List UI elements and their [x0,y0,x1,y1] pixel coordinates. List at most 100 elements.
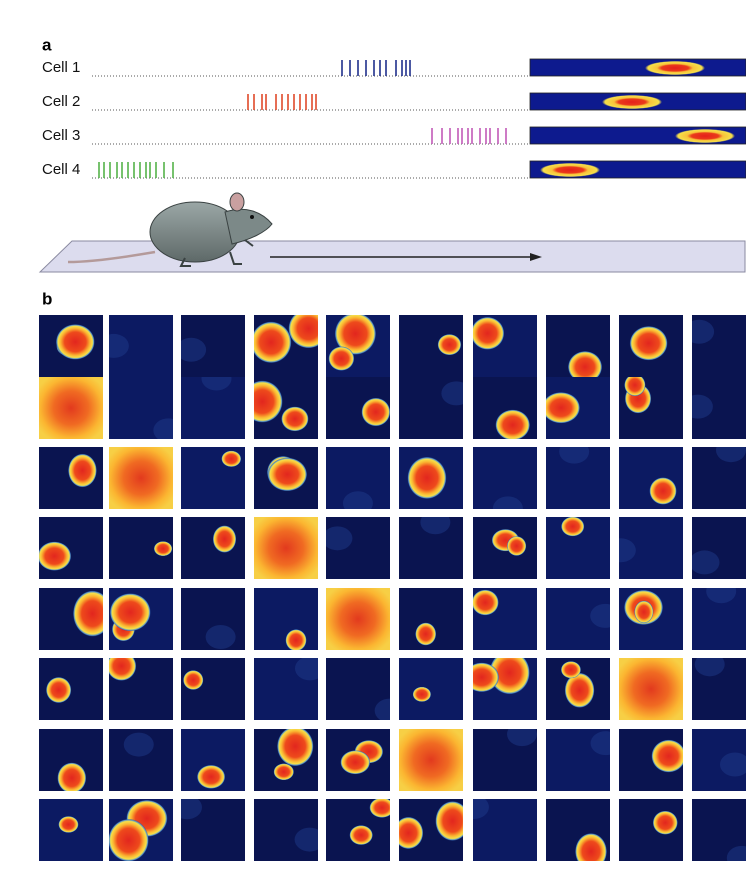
background-patch [692,319,715,344]
background-patch [715,447,746,463]
place-field [489,658,530,695]
rate-map [326,799,390,861]
map-content [437,334,462,356]
map-content [349,799,390,846]
background-patch [507,729,537,747]
place-field [651,739,683,773]
map-content [473,316,505,350]
map-content [412,686,432,702]
map-content [623,589,664,626]
place-field [415,622,437,646]
background-patch [109,333,129,358]
map-content [719,752,746,777]
rate-map [399,447,463,509]
rate-map [254,799,318,861]
rate-map [326,315,390,377]
place-field [68,453,97,488]
map-content [441,381,463,406]
map-content [39,541,72,571]
map-content [109,799,168,861]
cell-label: Cell 3 [42,127,80,144]
rate-map [181,517,245,579]
rate-map [399,799,463,861]
map-content [123,732,154,757]
rate-map [109,315,173,377]
map-content [399,800,463,850]
track-field [645,61,705,75]
place-field [561,517,585,537]
map-content [374,698,390,720]
map-content [254,517,318,579]
map-content [183,670,204,690]
rate-map [181,658,245,720]
map-content [109,333,129,358]
map-content [212,525,237,553]
rate-map [692,588,746,650]
place-field [72,590,103,637]
rate-map [109,729,173,791]
rate-map [181,729,245,791]
rate-map [39,447,103,509]
rate-map [181,799,245,861]
track-field [675,129,735,143]
map-content [575,833,607,861]
background-patch [153,418,173,439]
map-background [399,658,463,720]
place-field [624,377,646,397]
rate-map [399,729,463,791]
map-content [692,394,713,419]
background-patch [692,550,720,575]
map-content [109,658,137,681]
rate-map [619,658,683,720]
place-field [285,629,307,650]
place-field [473,662,500,693]
rate-map [546,799,610,861]
rate-map [39,588,103,650]
map-content [715,447,746,463]
place-field [340,750,371,775]
place-field [183,670,204,690]
map-content [692,319,715,344]
rate-map [619,799,683,861]
rate-map [109,658,173,720]
background-patch [492,496,523,509]
rate-map [473,658,537,720]
rate-map [109,588,173,650]
background-patch [590,603,610,628]
map-content [399,729,463,791]
map-content [39,377,103,439]
rate-map [109,517,173,579]
rate-map [473,588,537,650]
rate-map [619,517,683,579]
place-field [328,346,355,371]
place-field [546,392,581,424]
rate-map [109,799,173,861]
place-field [473,316,505,350]
rate-map [254,377,318,439]
place-field [196,764,226,789]
map-content [181,799,203,820]
rate-map [619,377,683,439]
background-patch [420,517,451,535]
cell-label: Cell 1 [42,59,80,76]
map-content [619,538,636,563]
place-field [575,833,607,861]
map-content [294,827,318,852]
rate-map [619,315,683,377]
place-field [254,321,292,364]
rate-map [546,658,610,720]
background-patch [694,658,725,677]
place-field [334,315,377,355]
background-patch [559,447,590,464]
large-field [109,447,173,509]
track-map [529,58,746,77]
map-content [624,377,652,414]
background-patch [205,624,236,649]
background-patch [326,526,353,551]
map-content [68,453,97,488]
map-content [692,550,720,575]
place-field [506,536,527,556]
rate-map [692,315,746,377]
map-content [181,337,207,362]
